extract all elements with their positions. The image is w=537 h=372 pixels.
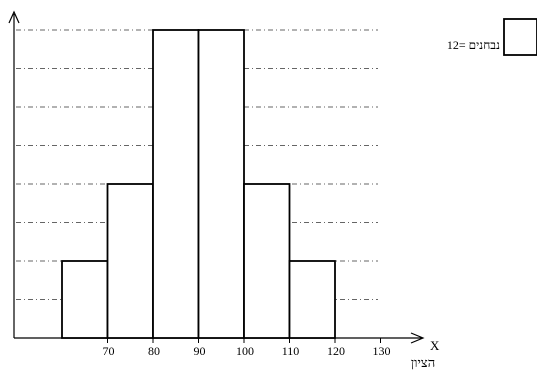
histogram-bars	[61, 29, 336, 339]
x-tick-label: 70	[103, 344, 115, 358]
legend: 12= נבחנים	[447, 18, 537, 56]
x-tick-label: 120	[327, 344, 345, 358]
x-axis-arrow-icon	[410, 332, 425, 344]
histogram-bar	[61, 260, 109, 339]
y-axis-arrow-icon	[8, 10, 20, 24]
x-tick-label: 100	[236, 344, 254, 358]
x-axis-label: הציון	[411, 355, 435, 370]
x-tick-label: 90	[194, 344, 206, 358]
x-tick-label: 80	[148, 344, 160, 358]
legend-text: 12= נבחנים	[447, 38, 500, 52]
histogram-bar	[243, 183, 291, 339]
x-tick-label: 110	[282, 344, 300, 358]
histogram-bar	[106, 183, 154, 339]
histogram-bar	[197, 29, 245, 339]
histogram-bar	[288, 260, 336, 339]
legend-unit-rectangle	[503, 18, 537, 56]
histogram-bar	[152, 29, 200, 339]
x-axis-letter: X	[430, 338, 440, 353]
x-tick-labels: 70 80 90 100 110 120 130	[103, 338, 391, 358]
x-tick-label: 130	[373, 344, 391, 358]
